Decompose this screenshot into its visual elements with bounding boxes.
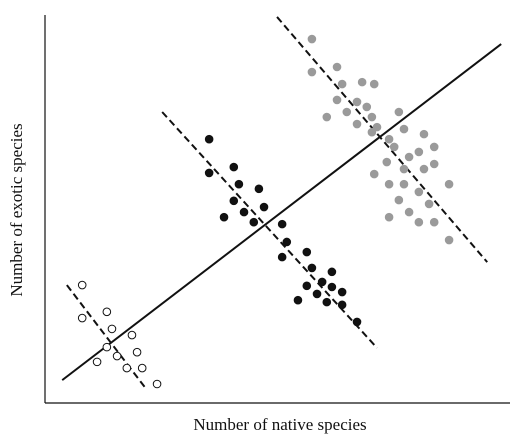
point: [429, 217, 439, 227]
point: [204, 168, 214, 178]
point: [337, 79, 347, 89]
point: [302, 247, 312, 257]
point: [367, 112, 377, 122]
point: [384, 134, 394, 144]
point: [229, 196, 239, 206]
point: [282, 237, 292, 247]
point: [404, 152, 414, 162]
dashed-trend-line: [276, 16, 488, 263]
point: [152, 379, 162, 389]
point: [322, 297, 332, 307]
point: [277, 252, 287, 262]
point: [219, 212, 229, 222]
point: [414, 187, 424, 197]
point: [384, 212, 394, 222]
point: [259, 202, 269, 212]
point: [362, 102, 372, 112]
x-axis-label: Number of native species: [193, 415, 366, 434]
point: [429, 142, 439, 152]
point: [352, 97, 362, 107]
point: [77, 280, 87, 290]
dashed-trend-line: [161, 111, 378, 349]
point: [384, 179, 394, 189]
point: [399, 164, 409, 174]
point: [424, 199, 434, 209]
point: [322, 112, 332, 122]
point: [234, 179, 244, 189]
point: [372, 122, 382, 132]
point: [107, 324, 117, 334]
point: [399, 179, 409, 189]
point: [389, 142, 399, 152]
point: [419, 164, 429, 174]
point: [77, 313, 87, 323]
point: [92, 357, 102, 367]
point: [342, 107, 352, 117]
point: [399, 124, 409, 134]
point: [394, 195, 404, 205]
point: [277, 219, 287, 229]
point: [122, 363, 132, 373]
point: [444, 235, 454, 245]
point: [254, 184, 264, 194]
point: [414, 217, 424, 227]
point: [137, 363, 147, 373]
point: [204, 134, 214, 144]
point: [317, 277, 327, 287]
trend-line: [61, 43, 502, 381]
point: [229, 162, 239, 172]
point: [307, 263, 317, 273]
point: [332, 95, 342, 105]
point: [302, 281, 312, 291]
point: [414, 147, 424, 157]
point: [444, 179, 454, 189]
point: [132, 347, 142, 357]
point: [352, 119, 362, 129]
point: [239, 207, 249, 217]
point: [327, 282, 337, 292]
point: [102, 307, 112, 317]
point: [382, 157, 392, 167]
point: [394, 107, 404, 117]
point: [112, 351, 122, 361]
point: [367, 127, 377, 137]
point: [337, 300, 347, 310]
point: [327, 267, 337, 277]
point: [249, 217, 259, 227]
point: [102, 342, 112, 352]
point: [369, 79, 379, 89]
point: [127, 330, 137, 340]
point: [357, 77, 367, 87]
point: [332, 62, 342, 72]
point: [419, 129, 429, 139]
point: [337, 287, 347, 297]
point: [293, 295, 303, 305]
point: [307, 67, 317, 77]
point: [352, 317, 362, 327]
point: [307, 34, 317, 44]
point: [312, 289, 322, 299]
point: [369, 169, 379, 179]
y-axis-label: Number of exotic species: [7, 123, 26, 296]
point: [404, 207, 414, 217]
point: [429, 159, 439, 169]
